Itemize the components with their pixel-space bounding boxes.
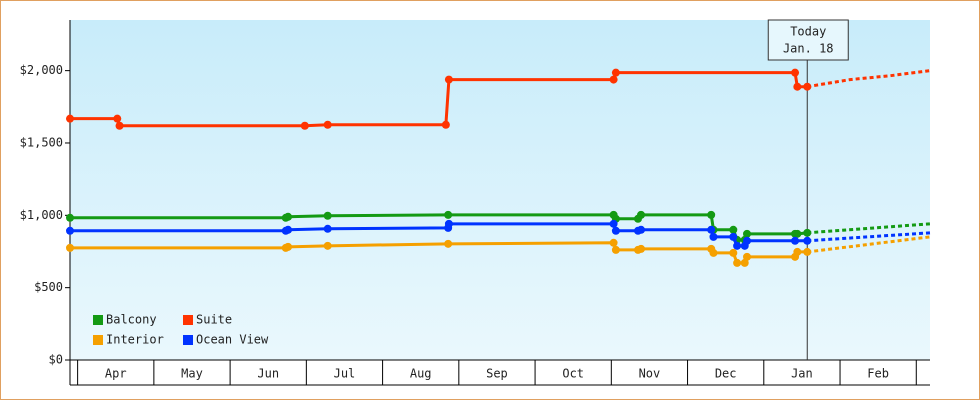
- data-point: [733, 241, 742, 250]
- legend-swatch: [93, 335, 103, 345]
- data-point: [733, 258, 742, 267]
- plot-area: [70, 20, 930, 360]
- y-tick-label: $1,000: [20, 208, 63, 222]
- data-point: [323, 241, 332, 250]
- data-point: [284, 242, 293, 251]
- data-point: [743, 252, 752, 261]
- x-tick-label: Apr: [105, 367, 127, 381]
- data-point: [791, 68, 800, 77]
- data-point: [729, 248, 738, 257]
- data-point: [115, 121, 124, 130]
- data-point: [284, 212, 293, 221]
- data-point: [803, 236, 812, 245]
- data-point: [637, 210, 646, 219]
- data-point: [791, 236, 800, 245]
- data-point: [609, 219, 618, 228]
- today-label: Jan. 18: [783, 42, 834, 56]
- data-point: [66, 114, 74, 123]
- data-point: [113, 114, 122, 123]
- data-point: [793, 82, 802, 91]
- data-point: [803, 82, 812, 91]
- data-point: [323, 120, 332, 129]
- data-point: [743, 229, 752, 238]
- x-tick-label: Sep: [486, 367, 508, 381]
- forecast-line: [807, 69, 931, 89]
- data-point: [637, 225, 646, 234]
- data-point: [709, 232, 718, 241]
- today-box: [767, 19, 849, 61]
- data-point: [803, 228, 812, 237]
- x-tick-label: Dec: [715, 367, 737, 381]
- x-tick-label: Jan: [791, 367, 813, 381]
- data-point: [444, 75, 453, 84]
- data-point: [444, 210, 453, 219]
- legend-swatch: [183, 315, 193, 325]
- data-point: [729, 225, 738, 234]
- data-point: [793, 229, 802, 238]
- data-point: [66, 226, 74, 235]
- data-point: [441, 120, 450, 129]
- data-point: [637, 244, 646, 253]
- x-tick-label: Aug: [410, 367, 432, 381]
- today-label: Today: [790, 25, 826, 39]
- x-tick-label: May: [181, 367, 203, 381]
- y-tick-label: $0: [49, 353, 63, 367]
- legend-swatch: [183, 335, 193, 345]
- legend-label: Interior: [106, 333, 164, 347]
- data-point: [611, 245, 620, 254]
- data-point: [609, 75, 618, 84]
- x-tick-label: Feb: [867, 367, 889, 381]
- data-point: [444, 239, 453, 248]
- legend-label: Balcony: [106, 313, 157, 327]
- legend-label: Suite: [196, 313, 232, 327]
- data-point: [300, 121, 309, 130]
- data-point: [611, 226, 620, 235]
- data-point: [803, 247, 812, 256]
- data-point: [323, 211, 332, 220]
- data-point: [66, 243, 74, 252]
- data-point: [707, 225, 716, 234]
- y-tick-label: $500: [34, 280, 63, 294]
- x-tick-label: Jul: [334, 367, 356, 381]
- data-point: [793, 247, 802, 256]
- data-point: [444, 219, 453, 228]
- y-tick-label: $2,000: [20, 63, 63, 77]
- data-point: [709, 248, 718, 257]
- x-tick-label: Nov: [639, 367, 661, 381]
- legend-swatch: [93, 315, 103, 325]
- legend-label: Ocean View: [196, 333, 269, 347]
- series-line: [70, 241, 808, 265]
- data-point: [729, 232, 738, 241]
- x-tick-label: Oct: [562, 367, 584, 381]
- data-point: [707, 210, 716, 219]
- data-point: [284, 225, 293, 234]
- data-point: [323, 224, 332, 233]
- y-tick-label: $1,500: [20, 135, 63, 149]
- data-point: [66, 213, 74, 222]
- series-line: [70, 213, 808, 242]
- data-point: [609, 238, 618, 247]
- data-point: [743, 236, 752, 245]
- x-tick-label: Jun: [257, 367, 279, 381]
- data-point: [740, 258, 749, 267]
- data-point: [611, 68, 620, 77]
